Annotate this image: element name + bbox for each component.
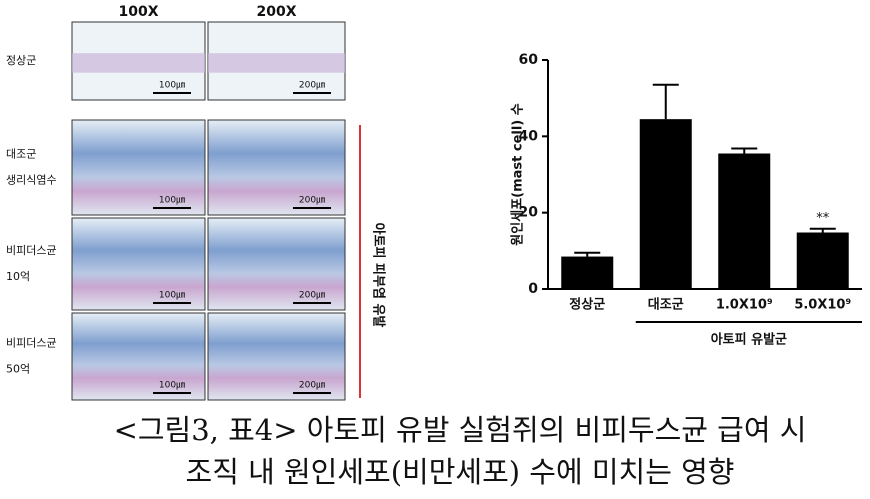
tissue-image — [207, 312, 346, 401]
y-tick-label: 0 — [528, 281, 538, 297]
tissue-image — [71, 312, 206, 401]
caption: <그림3, 표4> 아토피 유발 실험쥐의 비피두스균 급여 시 — [114, 413, 807, 447]
x-tick-label: 5.0X10⁹ — [794, 298, 851, 313]
scale-label: 100㎛ — [159, 196, 185, 206]
scale-label: 200㎛ — [299, 81, 325, 91]
scale-label: 200㎛ — [299, 381, 325, 391]
row-label: 대조군 — [6, 148, 36, 161]
caption: 조직 내 원인세포(비만세포) 수에 미치는 영향 — [186, 455, 735, 489]
bar — [639, 119, 692, 290]
tissue-band — [208, 53, 345, 73]
x-tick-label: 정상군 — [569, 297, 605, 313]
column-header: 200X — [256, 4, 296, 20]
row-label: 생리식염수 — [6, 174, 57, 187]
side-label: 아토피 피부염 유발 — [371, 223, 387, 328]
bar — [718, 153, 771, 289]
y-axis-label: 원인세포(mast cell) 수 — [510, 103, 526, 245]
significance: ** — [816, 211, 830, 226]
tissue-image — [71, 217, 206, 311]
tissue-image — [207, 119, 346, 216]
scale-label: 200㎛ — [299, 291, 325, 301]
tissue-band — [72, 53, 205, 73]
y-tick-label: 20 — [519, 205, 539, 221]
row-label: 10억 — [6, 270, 30, 283]
row-label: 비피더스균 — [6, 244, 57, 257]
scale-label: 100㎛ — [159, 81, 185, 91]
scale-label: 100㎛ — [159, 381, 185, 391]
y-tick-label: 60 — [519, 52, 539, 68]
scale-label: 100㎛ — [159, 291, 185, 301]
tissue-image — [71, 119, 206, 216]
row-label: 정상군 — [6, 54, 36, 67]
y-tick-label: 40 — [519, 128, 539, 144]
group-label: 아토피 유발군 — [711, 332, 787, 348]
scale-label: 200㎛ — [299, 196, 325, 206]
x-tick-label: 대조군 — [648, 298, 684, 313]
row-label: 비피더스균 — [6, 337, 57, 350]
column-header: 100X — [118, 4, 158, 20]
row-label: 50억 — [6, 363, 30, 376]
bar — [796, 232, 849, 289]
x-tick-label: 1.0X10⁹ — [716, 298, 773, 313]
tissue-image — [207, 217, 346, 311]
bar — [561, 256, 614, 289]
